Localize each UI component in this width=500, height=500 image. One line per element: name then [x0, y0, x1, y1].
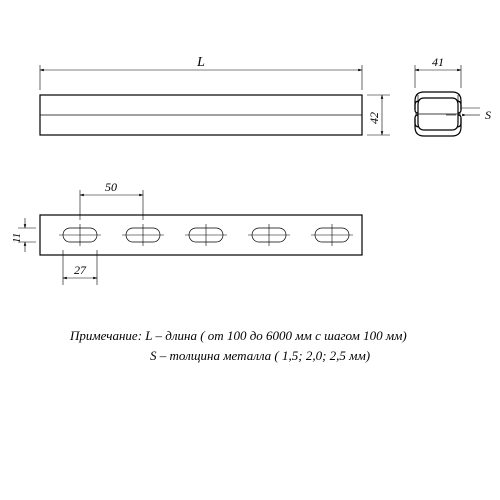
- note-line1: Примечание: L – длина ( от 100 до 6000 м…: [69, 328, 407, 343]
- top-view: 11 50 27: [11, 180, 362, 285]
- label-27: 27: [74, 263, 87, 277]
- dim-42: 42: [367, 95, 390, 135]
- note-line2: S – толщина металла ( 1,5; 2,0; 2,5 мм): [150, 348, 370, 363]
- label-41: 41: [432, 55, 444, 69]
- label-11: 11: [11, 233, 23, 243]
- label-50: 50: [105, 180, 117, 194]
- dim-50: 50: [80, 180, 143, 220]
- dim-11: 11: [11, 218, 36, 252]
- dim-L: L: [40, 55, 362, 90]
- label-L: L: [196, 55, 205, 70]
- technical-drawing: L 42 41 S: [0, 0, 500, 500]
- profile-view: 41 S: [415, 55, 491, 136]
- dim-S: S: [446, 108, 491, 122]
- notes: Примечание: L – длина ( от 100 до 6000 м…: [69, 328, 407, 363]
- slots: [59, 224, 353, 246]
- side-view: L 42: [40, 55, 390, 135]
- dim-41: 41: [415, 55, 461, 88]
- label-S: S: [485, 108, 491, 122]
- label-42: 42: [367, 112, 381, 124]
